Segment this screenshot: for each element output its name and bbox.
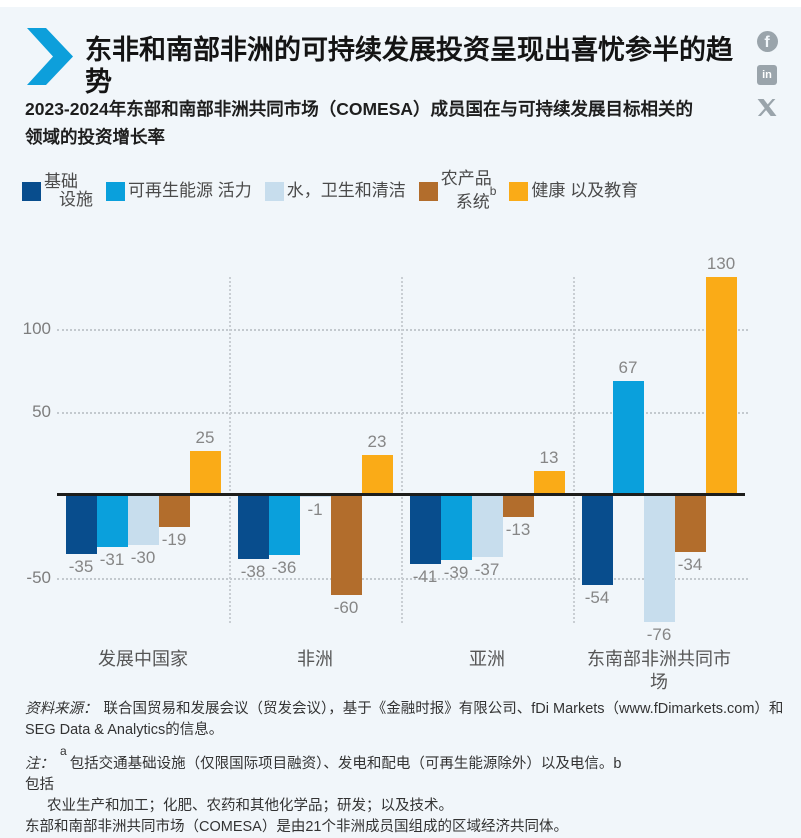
- note-label: 注：: [25, 755, 54, 772]
- legend-swatch: [509, 181, 529, 201]
- legend-item: 水，卫生和清洁: [264, 181, 406, 201]
- legend-label: 农产品 系统b: [441, 170, 497, 212]
- legend-label: 水，卫生和清洁: [287, 182, 406, 200]
- bar-可再生能源: [612, 381, 644, 493]
- bar-农产品系统: [674, 495, 706, 553]
- legend-swatch: [106, 181, 125, 201]
- note-a-text: 包括交通基础设施（仅限国际项目融资）、发电和配电（可再生能源除外）以及电信。b: [69, 755, 622, 772]
- bar-可再生能源: [268, 495, 300, 556]
- bar-可再生能源: [440, 495, 472, 561]
- bar-value-label: -34: [677, 555, 703, 575]
- bar-水，卫生和清洁: [299, 495, 331, 498]
- bar-value-label: -31: [99, 550, 125, 570]
- legend-label-line: 健康 以及教育: [531, 181, 639, 200]
- facebook-icon[interactable]: f: [756, 31, 778, 52]
- legend-item: 可再生能源 活力: [106, 181, 252, 201]
- bar-水，卫生和清洁: [643, 495, 675, 623]
- bar-value-label: -36: [271, 558, 297, 578]
- bar-基础设施: [581, 495, 613, 586]
- legend-swatch: [22, 181, 41, 201]
- bar-value-label: -60: [333, 598, 359, 618]
- category-label-text: 非洲: [297, 649, 333, 669]
- bar-健康以及教育: [705, 276, 737, 493]
- note-b-lead: 包括: [25, 776, 54, 793]
- legend-item: 基础 设施: [22, 173, 93, 209]
- bar-chart: 100 50 -50 -35 -38 -41 -54 -31 -36 -39 67 -30 -1 -37-…: [23, 254, 748, 692]
- bar-value-label: 25: [195, 428, 215, 448]
- bar-value-label: -30: [130, 548, 156, 568]
- page-title: 东非和南部非洲的可持续发展投资呈现出喜忧参半的趋势: [85, 35, 733, 97]
- y-axis-tick-label: -50: [26, 568, 51, 588]
- bar-农产品系统: [330, 495, 362, 596]
- bar-水，卫生和清洁: [471, 495, 503, 558]
- bar-value-label: -39: [443, 563, 469, 583]
- category-label-text: 亚洲: [469, 649, 505, 669]
- bar-value-label: -1: [307, 500, 323, 520]
- footer-notes: 资料来源： 联合国贸易和发展会议（贸发会议），基于《金融时报》有限公司、fDi M…: [25, 699, 787, 838]
- category-label: 发展中国家: [57, 648, 229, 671]
- bar-value-label: -35: [68, 556, 94, 576]
- bar-基础设施: [409, 495, 441, 564]
- legend-label: 可再生能源 活力: [128, 182, 252, 200]
- bar-value-label: 130: [706, 253, 736, 273]
- category-label: 东南部非洲共同市场: [573, 648, 745, 694]
- comesa-note: 东部和南部非洲共同市场（COMESA）是由21个非洲成员国组成的区域经济共同体。: [25, 818, 568, 835]
- linkedin-icon[interactable]: in: [757, 65, 777, 85]
- chevron-arrow-icon: [27, 28, 73, 85]
- bar-基础设施: [237, 495, 269, 559]
- footnote-a-marker: a: [60, 744, 67, 758]
- bar-可再生能源: [96, 495, 128, 548]
- legend-footnote-marker: b: [489, 184, 497, 199]
- bar-value-label: -13: [505, 520, 531, 540]
- source-text: 联合国贸易和发展会议（贸发会议），基于《金融时报》有限公司、fDi Market…: [25, 701, 784, 738]
- category-label-text: 东南部非洲共同市场: [587, 649, 731, 692]
- y-axis-tick-label: 50: [32, 401, 51, 421]
- y-axis-tick-label: 100: [22, 318, 51, 338]
- bar-value-label: -41: [412, 566, 438, 586]
- legend-swatch: [418, 181, 438, 201]
- bar-value-label: 67: [618, 358, 638, 378]
- legend-label: 健康 以及教育: [531, 182, 638, 200]
- note-b-text: 农业生产和加工；化肥、农药和其他化学品；研发；以及技术。: [47, 797, 453, 814]
- social-share-bar: f in: [755, 31, 779, 118]
- bar-value-label: -76: [646, 625, 672, 645]
- legend-label-line: 水，卫生和清洁: [286, 181, 406, 200]
- bar-value-label: -19: [161, 530, 187, 550]
- zero-axis-line: [57, 493, 745, 496]
- group-separator: [401, 277, 403, 623]
- category-label: 非洲: [229, 648, 401, 671]
- bar-农产品系统: [502, 495, 534, 518]
- bar-基础设施: [65, 495, 97, 554]
- page-subtitle: 2023-2024年东部和南部非洲共同市场（COMESA）成员国在与可持续发展目…: [25, 99, 693, 147]
- legend-label-line: 基础: [44, 172, 78, 191]
- bar-健康以及教育: [361, 454, 393, 493]
- note-line-a: 注： a包括交通基础设施（仅限国际项目融资）、发电和配电（可再生能源除外）以及电信…: [25, 744, 787, 775]
- bar-value-label: 13: [539, 448, 559, 468]
- bar-健康以及教育: [533, 471, 565, 493]
- legend-label-line: 设施: [59, 190, 93, 209]
- category-label-text: 发展中国家: [98, 649, 188, 669]
- bar-value-label: 23: [367, 431, 387, 451]
- legend-label-line: 农产品: [440, 169, 492, 189]
- bar-value-label: -54: [584, 588, 610, 608]
- category-label: 亚洲: [401, 648, 573, 671]
- legend-label-line: 可再生能源 活力: [128, 181, 252, 200]
- top-border: [0, 0, 801, 7]
- group-separator: [573, 277, 575, 623]
- x-twitter-icon[interactable]: [757, 98, 778, 118]
- bar-农产品系统: [158, 495, 190, 528]
- bar-水，卫生和清洁: [127, 495, 159, 546]
- legend: 基础 设施 可再生能源 活力 水，卫生和清洁 农产品 系统b 健康 以及教育: [22, 167, 638, 215]
- source-line: 资料来源： 联合国贸易和发展会议（贸发会议），基于《金融时报》有限公司、fDi M…: [25, 699, 787, 741]
- bar-健康以及教育: [189, 451, 221, 493]
- bar-value-label: -37: [474, 560, 500, 580]
- group-separator: [229, 277, 231, 623]
- legend-item: 健康 以及教育: [509, 181, 638, 201]
- legend-item: 农产品 系统b: [418, 170, 497, 212]
- legend-swatch: [264, 181, 284, 201]
- legend-label: 基础 设施: [44, 173, 93, 209]
- bar-value-label: -38: [240, 561, 266, 581]
- source-label: 资料来源：: [25, 701, 98, 717]
- legend-label-line: 系统b: [455, 184, 497, 212]
